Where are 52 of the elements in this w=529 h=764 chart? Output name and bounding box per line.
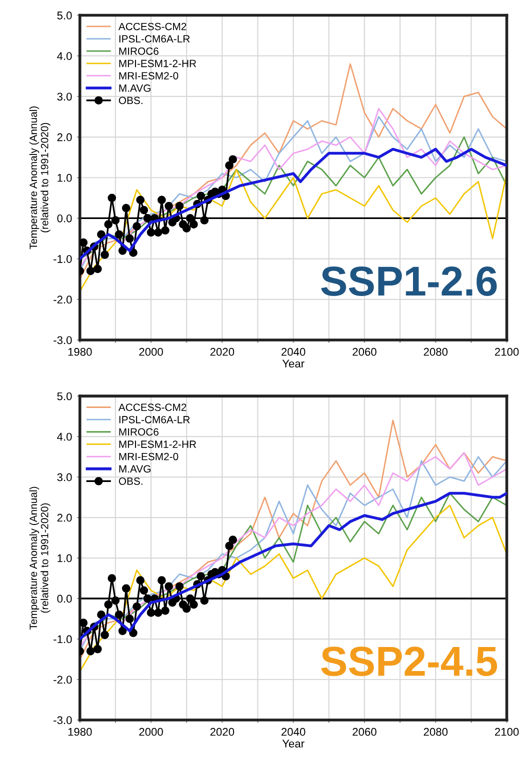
y-tick-label: 2.0 [57, 514, 72, 522]
x-tick-label: 1980 [68, 728, 92, 736]
y-axis-title: Temperature Anomaly (Annual) (relatived to 1991-2020) [29, 486, 50, 630]
y-tick-label: -3.0 [54, 336, 72, 344]
y-tick-label: 5.0 [57, 12, 72, 20]
y-tick-label: -1.0 [54, 635, 72, 644]
legend-label: MPI-ESM1-2-HR [119, 440, 196, 448]
x-tick-label: 2020 [210, 348, 234, 356]
legend-label: MPI-ESM1-2-HR [119, 60, 196, 68]
x-tick-label: 1980 [68, 348, 92, 356]
legend-label: ACCESS-CM2 [118, 22, 186, 30]
x-axis-title: Year [282, 740, 304, 748]
legend-label: ACCESS-CM2 [118, 404, 186, 411]
y-tick-label: 4.0 [57, 52, 72, 60]
x-axis-title: Year [282, 360, 304, 368]
legend-label: MRI-ESM2-0 [119, 452, 178, 460]
x-tick-label: 2060 [352, 348, 376, 356]
y-tick-label: -3.0 [54, 716, 72, 724]
x-tick-label: 2060 [352, 728, 376, 736]
legend-label: OBS. [118, 478, 142, 485]
legend-label: MRI-ESM2-0 [119, 72, 178, 80]
x-tick-label: 2040 [282, 728, 306, 736]
x-tick-label: 2040 [282, 348, 306, 356]
y-tick-label: 0.0 [57, 214, 72, 222]
x-tick-label: 2080 [424, 728, 448, 736]
y-tick-label: 2.0 [57, 133, 72, 142]
y-tick-label: 1.0 [58, 174, 72, 182]
y-tick-label: 3.0 [57, 92, 72, 101]
legend-label: IPSL-CM6A-LR [119, 416, 190, 424]
legend-label: OBS. [118, 96, 142, 104]
y-tick-label: 0.0 [57, 594, 72, 603]
y-tick-label: -2.0 [54, 676, 72, 684]
y-axis-title: Temperature Anomaly (Annual) (relatived to 1991-2020) [29, 106, 50, 250]
y-tick-label: 4.0 [57, 432, 72, 441]
legend-label: M.AVG [119, 465, 150, 473]
x-tick-label: 2080 [424, 348, 448, 356]
y-tick-label: 3.0 [57, 473, 72, 482]
y-tick-label: -2.0 [54, 296, 72, 304]
x-tick-label: 2000 [139, 728, 163, 736]
legend-label: MIROC6 [119, 428, 158, 436]
annotation: SSP1-2.6 [321, 266, 497, 296]
x-tick-label: 2020 [210, 728, 234, 736]
y-tick-label: 5.0 [57, 392, 72, 400]
annotation: SSP2-4.5 [321, 646, 498, 676]
x-tick-label: 2100 [494, 728, 519, 736]
legend-label: MIROC6 [119, 47, 158, 55]
legend-label: IPSL-CM6A-LR [119, 35, 190, 43]
y-tick-label: -1.0 [54, 255, 72, 263]
x-tick-label: 2100 [494, 348, 519, 356]
legend-label: M.AVG [119, 84, 150, 92]
x-tick-label: 2000 [139, 348, 163, 356]
y-tick-label: 1.0 [58, 554, 72, 562]
